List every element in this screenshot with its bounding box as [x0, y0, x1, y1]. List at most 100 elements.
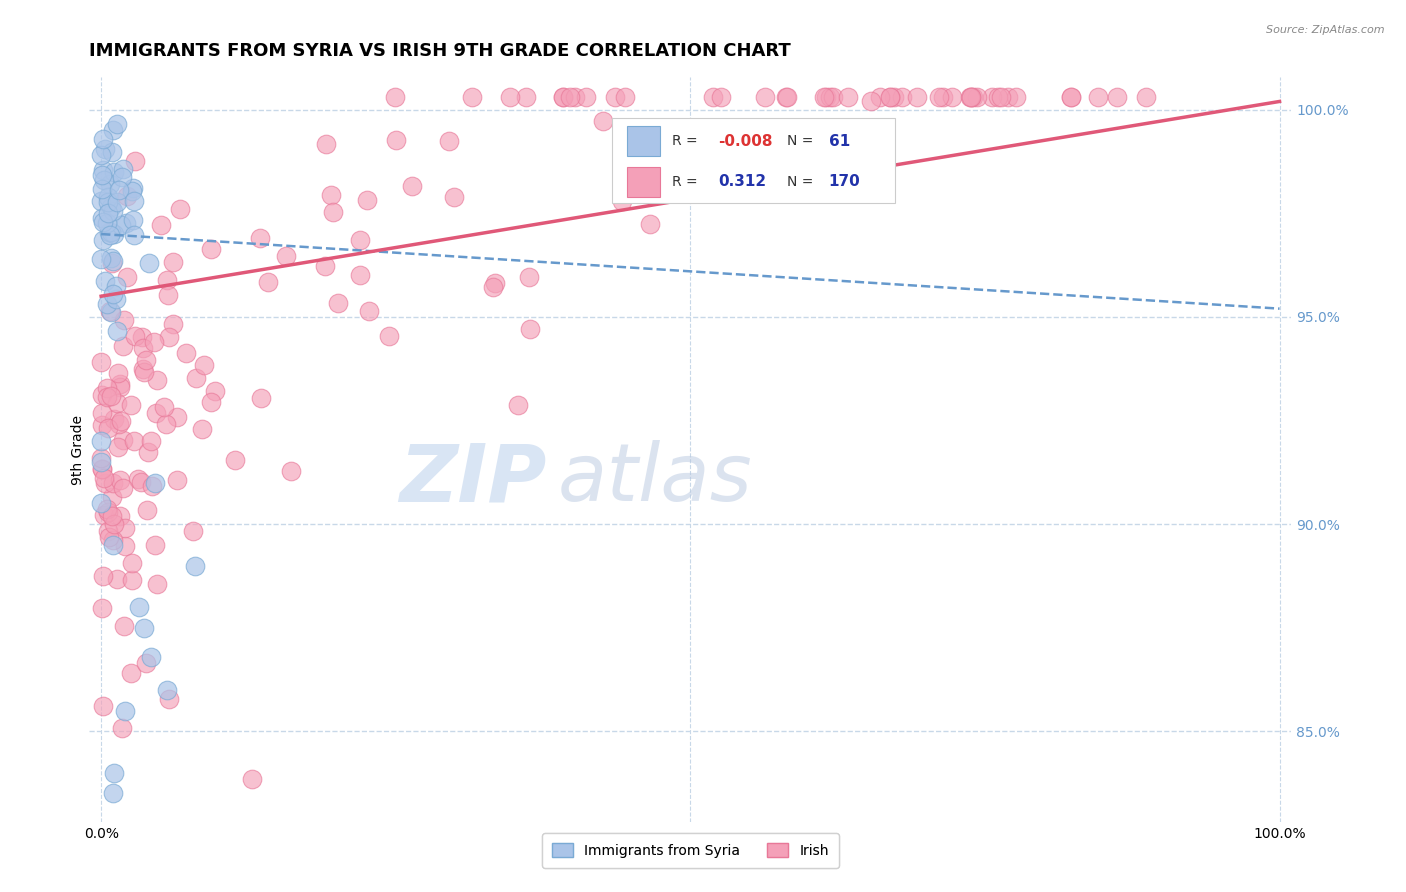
Immigrants from Syria [100, 200, 122, 214]
Irish [149, 218, 172, 232]
Irish [821, 90, 844, 104]
Immigrants from Syria [121, 181, 143, 195]
Irish [90, 355, 112, 369]
Irish [169, 202, 191, 216]
Irish [326, 296, 349, 310]
Immigrants from Syria [114, 704, 136, 718]
Immigrants from Syria [105, 279, 128, 293]
Irish [484, 276, 506, 290]
Immigrants from Syria [104, 292, 127, 306]
Irish [315, 136, 337, 151]
Irish [141, 434, 163, 449]
Irish [96, 502, 118, 516]
Irish [145, 407, 167, 421]
Irish [90, 462, 112, 476]
Irish [111, 434, 134, 448]
Irish [155, 417, 177, 432]
Immigrants from Syria [103, 286, 125, 301]
Irish [869, 90, 891, 104]
Irish [101, 491, 124, 505]
Irish [813, 90, 835, 104]
Irish [384, 132, 406, 146]
Irish [112, 313, 135, 327]
Text: IMMIGRANTS FROM SYRIA VS IRISH 9TH GRADE CORRELATION CHART: IMMIGRANTS FROM SYRIA VS IRISH 9TH GRADE… [90, 42, 792, 60]
Irish [108, 377, 131, 392]
Irish [401, 178, 423, 193]
Irish [959, 90, 981, 104]
Irish [1087, 90, 1109, 104]
Immigrants from Syria [93, 173, 115, 187]
Immigrants from Syria [90, 496, 112, 510]
Irish [837, 90, 859, 104]
Irish [322, 205, 344, 219]
Irish [98, 303, 121, 318]
Irish [121, 556, 143, 570]
Irish [564, 90, 586, 104]
Irish [614, 90, 637, 104]
Irish [91, 462, 114, 476]
Irish [818, 90, 841, 104]
Irish [141, 479, 163, 493]
Irish [240, 772, 263, 786]
Immigrants from Syria [121, 213, 143, 227]
Immigrants from Syria [94, 142, 117, 156]
Immigrants from Syria [101, 538, 124, 552]
Irish [709, 140, 731, 154]
Text: N =: N = [786, 134, 817, 148]
Irish [132, 341, 155, 355]
Irish [124, 153, 146, 168]
Irish [859, 95, 882, 109]
Irish [136, 445, 159, 459]
Immigrants from Syria [98, 177, 121, 191]
Irish [132, 362, 155, 376]
Irish [120, 666, 142, 681]
Irish [941, 90, 963, 104]
Irish [108, 417, 131, 431]
Irish [987, 90, 1010, 104]
Immigrants from Syria [121, 184, 143, 198]
Irish [499, 90, 522, 104]
Irish [108, 380, 131, 394]
Irish [105, 572, 128, 586]
Text: R =: R = [672, 134, 703, 148]
Irish [96, 381, 118, 395]
Irish [93, 698, 115, 713]
Irish [879, 90, 901, 104]
Irish [190, 422, 212, 436]
Irish [127, 473, 149, 487]
Irish [142, 334, 165, 349]
Irish [980, 90, 1002, 104]
Irish [754, 90, 776, 104]
Irish [1135, 90, 1157, 104]
Irish [114, 521, 136, 535]
Text: N =: N = [786, 175, 817, 189]
Irish [515, 90, 537, 104]
Irish [814, 90, 837, 104]
Irish [959, 90, 981, 104]
Irish [460, 90, 482, 104]
Text: ZIP: ZIP [399, 441, 546, 518]
Irish [603, 90, 626, 104]
Irish [443, 190, 465, 204]
Irish [166, 473, 188, 487]
Irish [702, 90, 724, 104]
Irish [256, 275, 278, 289]
Irish [124, 329, 146, 343]
Irish [112, 619, 135, 633]
Irish [93, 471, 115, 485]
Irish [121, 574, 143, 588]
Irish [204, 384, 226, 398]
Immigrants from Syria [103, 123, 125, 137]
Text: 61: 61 [828, 134, 849, 149]
Immigrants from Syria [100, 225, 122, 239]
Irish [107, 366, 129, 380]
Irish [94, 476, 117, 491]
Irish [384, 90, 406, 104]
Irish [250, 391, 273, 405]
Irish [349, 268, 371, 282]
Immigrants from Syria [90, 148, 112, 162]
Immigrants from Syria [103, 203, 125, 218]
Irish [97, 530, 120, 544]
Irish [146, 576, 169, 591]
Irish [103, 533, 125, 547]
